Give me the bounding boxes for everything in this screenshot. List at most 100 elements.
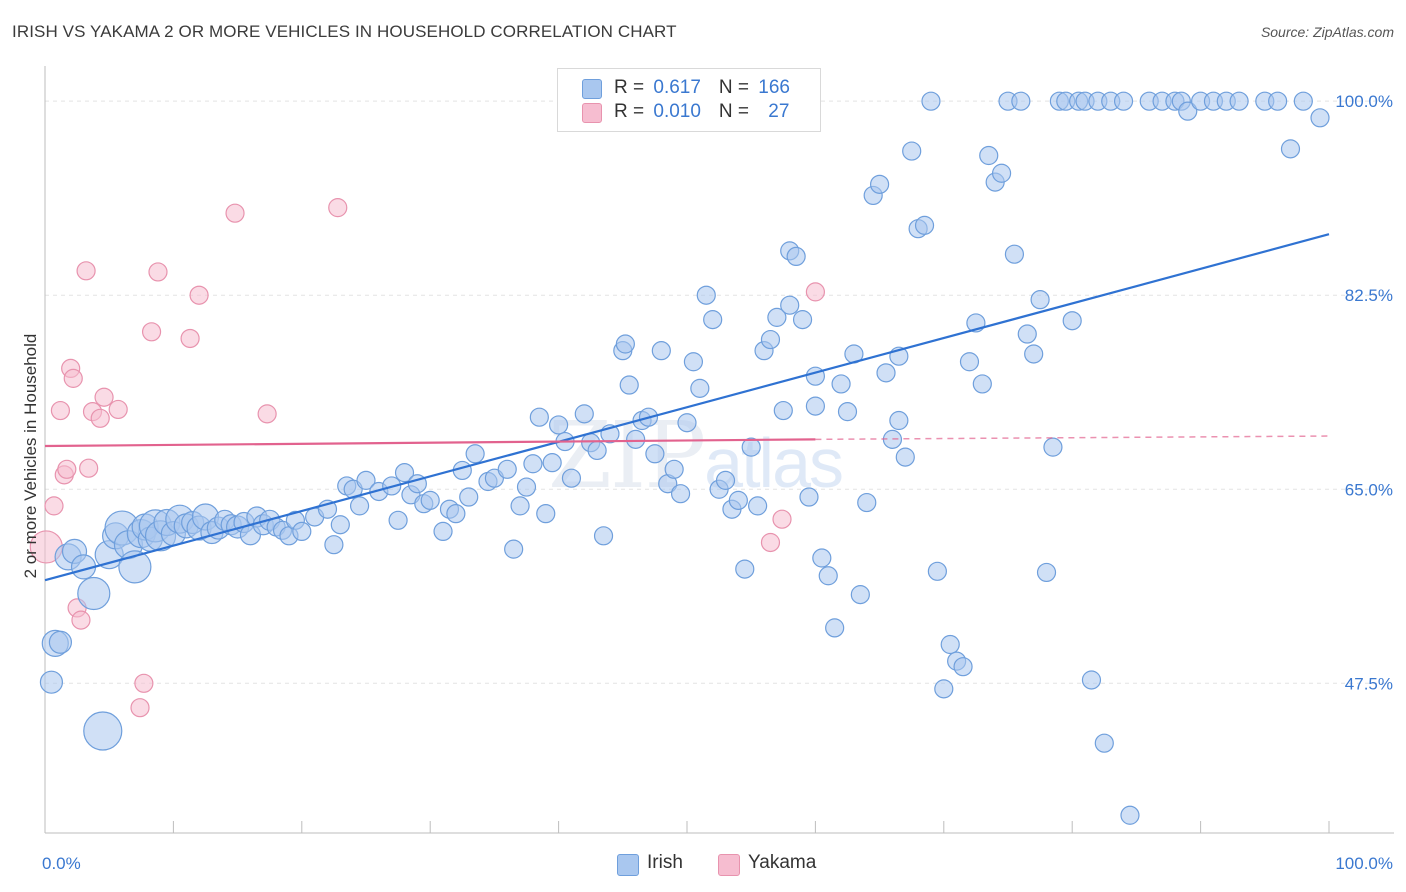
yakama-point (57, 459, 77, 479)
irish-point (876, 363, 896, 383)
yakama-point (94, 387, 114, 407)
source-label: Source: ZipAtlas.com (1260, 24, 1394, 40)
irish-point (831, 374, 851, 394)
irish-point (869, 174, 890, 194)
irish-point (615, 334, 635, 354)
irish-point (857, 492, 877, 513)
irish-point (1120, 805, 1140, 825)
y-tick-label: 65.0% (1345, 480, 1393, 499)
yakama-point (328, 198, 348, 218)
irish-point (850, 585, 870, 605)
irish-point (349, 496, 370, 516)
yakama-point (257, 404, 277, 424)
irish-point (388, 510, 408, 530)
irish-r-label: R = (614, 77, 650, 98)
y-axis-title: 2 or more Vehicles in Household (21, 333, 40, 579)
irish-point (812, 548, 832, 568)
irish-point (664, 459, 684, 479)
irish-point (516, 477, 537, 497)
yakama-legend-swatch (718, 854, 740, 876)
yakama-point (772, 509, 792, 529)
irish-n-label: N = (718, 77, 755, 98)
irish-point (991, 163, 1012, 183)
irish-point (683, 352, 704, 372)
irish-point (1280, 139, 1301, 159)
yakama-point (71, 610, 91, 630)
irish-point (330, 515, 350, 535)
irish-point (459, 487, 479, 507)
y-tick-label: 82.5% (1345, 286, 1393, 305)
x-tick-label: 100.0% (1335, 854, 1393, 873)
correlation-legend: R = 0.617 N = 166 R = 0.010 N = 27 (557, 68, 821, 132)
trend-lines (44, 233, 1330, 582)
irish-point (1062, 311, 1082, 331)
irish-point (837, 402, 858, 422)
irish-point (529, 407, 549, 427)
irish-trend-line (44, 233, 1330, 582)
yakama-swatch (582, 103, 602, 123)
irish-point (1017, 324, 1037, 344)
yakama-n-label: N = (718, 101, 755, 122)
irish-point (1081, 670, 1102, 690)
yakama-point (130, 698, 150, 718)
yakama-point (189, 285, 209, 305)
irish-point (940, 634, 960, 655)
yakama-point (148, 262, 168, 282)
irish-point (1178, 101, 1198, 121)
irish-point (1094, 733, 1114, 753)
yakama-point (108, 399, 128, 420)
yakama-point (90, 408, 110, 428)
irish-point (1024, 344, 1044, 364)
irish-point (1293, 91, 1313, 111)
irish-point (972, 374, 992, 394)
x-tick-label: 0.0% (42, 854, 81, 873)
yakama-point (63, 368, 83, 388)
irish-point (786, 246, 806, 267)
irish-point (715, 470, 736, 490)
irish-point (83, 711, 123, 751)
irish-point (1043, 437, 1063, 457)
irish-point (504, 539, 524, 559)
irish-point (1004, 244, 1025, 264)
irish-point (825, 618, 845, 638)
irish-point (1036, 562, 1057, 583)
irish-point (561, 468, 582, 488)
irish-point (510, 496, 530, 516)
irish-point (497, 459, 517, 479)
irish-point (927, 561, 947, 581)
irish-point (921, 91, 941, 111)
irish-point (735, 559, 755, 579)
irish-point (433, 521, 453, 542)
yakama-point (180, 328, 200, 349)
irish-point (670, 484, 691, 504)
irish-legend-swatch (617, 854, 639, 876)
irish-point (645, 444, 665, 464)
irish-point (914, 215, 935, 235)
irish-point (324, 535, 344, 555)
irish-series (39, 91, 1330, 825)
irish-point (626, 429, 646, 449)
irish-point (574, 404, 594, 424)
yakama-r-value: 0.010 (653, 101, 701, 122)
irish-swatch (582, 79, 602, 99)
yakama-series (29, 198, 826, 718)
irish-legend-label: Irish (647, 852, 683, 873)
irish-point (895, 447, 915, 467)
y-tick-label: 100.0% (1335, 92, 1393, 111)
irish-point (767, 307, 787, 327)
irish-point (889, 410, 909, 431)
irish-point (1030, 290, 1050, 310)
irish-point (420, 490, 440, 510)
irish-point (356, 470, 376, 490)
irish-point (292, 521, 312, 542)
yakama-point (79, 458, 99, 478)
yakama-trend-line (44, 438, 816, 448)
irish-point (77, 576, 111, 611)
irish-point (542, 453, 562, 473)
irish-point (799, 487, 819, 507)
yakama-point (76, 261, 96, 281)
irish-point (780, 295, 800, 315)
irish-point (934, 679, 954, 699)
irish-point (677, 413, 697, 433)
